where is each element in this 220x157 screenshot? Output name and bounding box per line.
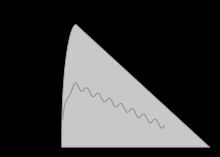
Polygon shape bbox=[62, 24, 210, 147]
